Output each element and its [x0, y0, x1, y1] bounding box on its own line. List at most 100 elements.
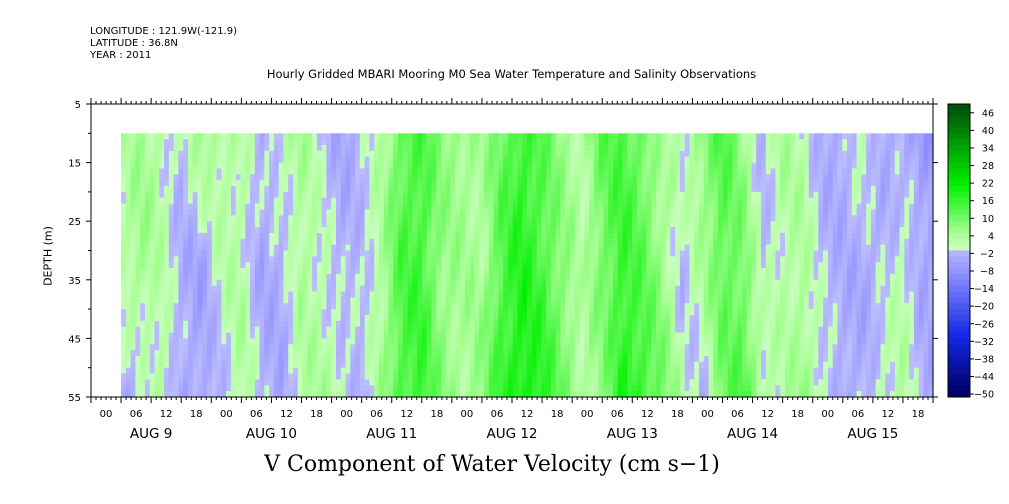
field-cell	[340, 256, 347, 263]
field-cell	[326, 279, 332, 287]
field-cell	[335, 215, 342, 222]
field-cell	[622, 162, 628, 170]
field-cell	[340, 332, 347, 339]
field-cell	[546, 361, 552, 369]
field-cell	[250, 250, 256, 257]
field-cell	[527, 162, 533, 170]
field-cell	[450, 250, 456, 257]
field-cell	[207, 379, 213, 386]
field-cell	[316, 145, 323, 152]
field-cell	[641, 285, 648, 293]
field-cell	[412, 338, 418, 345]
field-cell	[125, 373, 132, 381]
field-cell	[316, 379, 323, 386]
field-cell	[307, 285, 313, 293]
field-cell	[507, 133, 514, 140]
field-cell	[207, 180, 213, 187]
field-cell	[570, 209, 576, 216]
field-cell	[546, 139, 552, 146]
field-cell	[350, 361, 356, 369]
field-cell	[613, 180, 619, 187]
field-cell	[608, 297, 614, 304]
field-cell	[450, 139, 456, 146]
field-cell	[622, 250, 628, 257]
field-cell	[378, 338, 385, 345]
field-cell	[359, 162, 366, 170]
field-cell	[613, 227, 619, 234]
field-cell	[555, 209, 562, 216]
field-cell	[125, 355, 132, 363]
field-cell	[445, 191, 452, 199]
field-cell	[469, 385, 476, 392]
field-cell	[240, 133, 246, 140]
field-cell	[431, 215, 437, 222]
field-cell	[402, 379, 409, 386]
field-cell	[121, 391, 127, 398]
field-cell	[522, 373, 528, 381]
field-cell	[498, 162, 504, 170]
field-cell	[140, 209, 146, 216]
field-cell	[331, 191, 337, 199]
field-cell	[149, 250, 156, 257]
field-cell	[541, 221, 547, 228]
field-cell	[164, 197, 170, 205]
field-cell	[364, 256, 371, 263]
field-cell	[398, 373, 404, 381]
field-cell	[207, 238, 213, 246]
field-cell	[121, 332, 127, 339]
field-cell	[627, 168, 633, 175]
field-cell	[144, 361, 151, 369]
field-cell	[407, 309, 414, 316]
field-cell	[192, 238, 199, 246]
field-cell	[632, 244, 638, 252]
field-cell	[407, 291, 414, 298]
field-cell	[121, 186, 127, 193]
field-cell	[541, 285, 547, 293]
field-cell	[230, 291, 237, 298]
field-cell	[235, 232, 242, 240]
field-cell	[531, 361, 538, 369]
field-cell	[321, 262, 328, 269]
field-cell	[383, 162, 390, 170]
field-cell	[598, 256, 605, 263]
field-cell	[503, 361, 509, 369]
field-cell	[240, 309, 246, 316]
field-cell	[512, 367, 519, 375]
field-cell	[531, 133, 538, 140]
field-cell	[484, 168, 490, 175]
field-cell	[570, 174, 576, 181]
field-cell	[565, 297, 571, 304]
field-cell	[283, 180, 289, 187]
field-cell	[187, 209, 194, 216]
field-cell	[211, 279, 218, 287]
field-cell	[460, 285, 466, 293]
field-cell	[407, 344, 414, 351]
field-cell	[593, 250, 600, 257]
field-cell	[178, 297, 184, 304]
field-cell	[445, 145, 452, 152]
field-cell	[297, 133, 304, 140]
field-cell	[364, 303, 371, 310]
field-cell	[293, 320, 299, 328]
field-cell	[121, 326, 127, 334]
field-cell	[383, 238, 390, 246]
field-cell	[149, 309, 156, 316]
field-cell	[488, 320, 495, 328]
field-cell	[197, 221, 203, 228]
field-cell	[550, 139, 557, 146]
field-cell	[426, 250, 433, 257]
field-cell	[426, 326, 433, 334]
field-cell	[278, 244, 285, 252]
field-cell	[211, 145, 218, 152]
field-cell	[144, 332, 151, 339]
field-cell	[144, 297, 151, 304]
field-cell	[421, 285, 428, 293]
field-cell	[283, 238, 289, 246]
field-cell	[173, 268, 179, 275]
field-cell	[565, 145, 571, 152]
field-cell	[574, 355, 581, 363]
field-cell	[149, 373, 156, 381]
field-cell	[168, 145, 175, 152]
field-cell	[383, 297, 390, 304]
field-cell	[407, 268, 414, 275]
